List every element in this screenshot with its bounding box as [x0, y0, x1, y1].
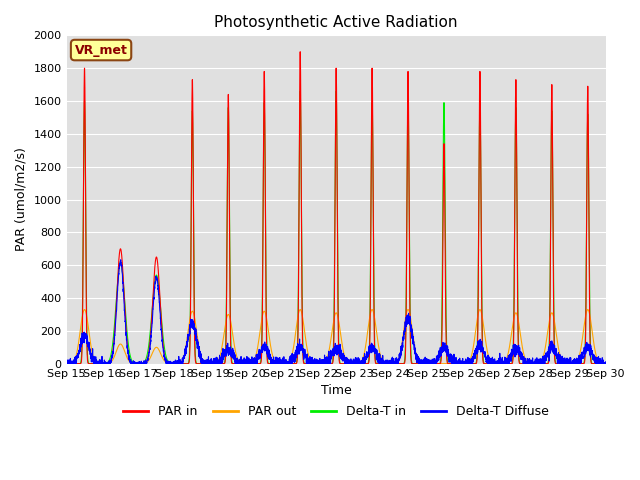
Title: Photosynthetic Active Radiation: Photosynthetic Active Radiation	[214, 15, 458, 30]
X-axis label: Time: Time	[321, 384, 351, 397]
Legend: PAR in, PAR out, Delta-T in, Delta-T Diffuse: PAR in, PAR out, Delta-T in, Delta-T Dif…	[118, 400, 554, 423]
Text: VR_met: VR_met	[75, 44, 127, 57]
Y-axis label: PAR (umol/m2/s): PAR (umol/m2/s)	[15, 147, 28, 252]
